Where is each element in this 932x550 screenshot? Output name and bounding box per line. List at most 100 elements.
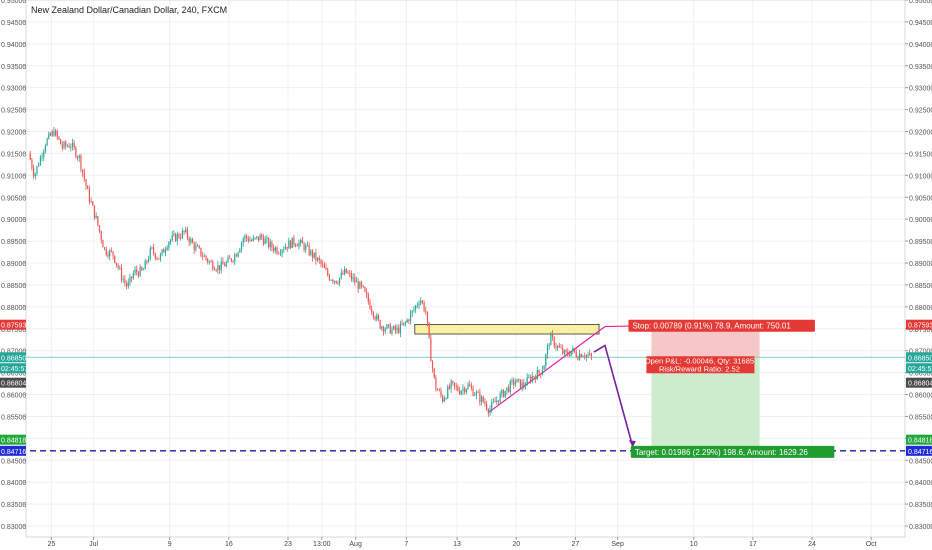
- candle-body: [443, 398, 445, 402]
- candle-body: [585, 354, 587, 358]
- candle-body: [295, 244, 297, 246]
- candle-body: [267, 238, 270, 248]
- candle-body: [181, 230, 183, 238]
- drawings[interactable]: [0, 323, 905, 452]
- candle-body: [430, 338, 432, 362]
- y-tick-label-left: 0.86000: [1, 393, 26, 400]
- candle-body: [46, 138, 48, 146]
- candle-body: [523, 382, 525, 387]
- x-tick-label: 20: [512, 541, 520, 548]
- candle-body: [102, 240, 104, 248]
- candle-body: [374, 316, 376, 320]
- price-tag-left-bg: [0, 445, 26, 456]
- candle-body: [39, 157, 41, 166]
- candle-body: [212, 261, 214, 270]
- candle-body: [112, 251, 114, 256]
- candle-body: [577, 356, 579, 360]
- candle-body: [288, 240, 290, 249]
- candle-body: [159, 254, 161, 260]
- candle-body: [115, 262, 118, 265]
- candle-body: [332, 279, 334, 282]
- candle-body: [158, 258, 160, 260]
- candle-body: [110, 250, 112, 252]
- price-tag-left-bg: [0, 434, 26, 445]
- candle-body: [131, 276, 133, 279]
- candle-body: [178, 234, 180, 238]
- candle-body: [347, 272, 349, 274]
- candle-body: [261, 234, 263, 238]
- candles: [29, 127, 593, 417]
- candle-body: [146, 260, 148, 262]
- candle-body: [171, 235, 173, 240]
- candle-body: [229, 257, 231, 259]
- candle-body: [572, 348, 574, 352]
- candle-body: [259, 234, 261, 241]
- candle-body: [484, 401, 486, 405]
- candle-body: [301, 239, 303, 244]
- candle-body: [75, 147, 77, 158]
- y-tick-label-left: 0.91000: [1, 173, 26, 180]
- candle-body: [122, 279, 124, 281]
- price-tag-left-bg: [0, 377, 26, 388]
- candle-body: [357, 281, 359, 289]
- candle-body: [354, 277, 356, 283]
- candle-body: [207, 258, 209, 263]
- candle-body: [44, 145, 47, 152]
- candle-body: [87, 186, 89, 190]
- candle-body: [428, 322, 430, 339]
- candle-body: [479, 392, 481, 402]
- x-tick-label: 13: [453, 541, 461, 548]
- y-tick-label-right: 0.94000: [909, 42, 932, 49]
- candle-body: [386, 324, 388, 329]
- candle-body: [264, 239, 266, 245]
- candle-body: [125, 282, 128, 287]
- candle-body: [107, 254, 109, 257]
- y-tick-label-left: 0.89500: [1, 239, 26, 246]
- candle-body: [514, 382, 516, 385]
- y-tick-label-left: 0.83500: [1, 502, 26, 509]
- candle-body: [305, 245, 307, 250]
- candle-body: [340, 272, 342, 278]
- candle-body: [286, 246, 288, 249]
- candle-body: [279, 253, 281, 255]
- candle-body: [320, 260, 322, 264]
- candle-body: [508, 387, 510, 392]
- candle-body: [391, 329, 393, 334]
- candle-body: [533, 376, 535, 377]
- candle-body: [330, 279, 332, 281]
- candle-body: [396, 327, 398, 331]
- candle-body: [431, 361, 434, 369]
- candle-body: [202, 255, 204, 257]
- candle-body: [220, 261, 222, 271]
- candle-body: [208, 261, 210, 263]
- y-tick-label-right: 0.85500: [909, 414, 932, 421]
- price-tag-right-bg: [906, 434, 932, 445]
- x-tick-label: Oct: [866, 541, 877, 548]
- candle-body: [151, 247, 153, 249]
- candle-body: [80, 155, 82, 170]
- candle-body: [474, 395, 476, 396]
- candle-body: [511, 380, 513, 382]
- y-tick-label-left: 0.84500: [1, 458, 26, 465]
- candle-body: [413, 309, 415, 311]
- candle-body: [362, 285, 364, 288]
- candle-body: [183, 230, 185, 232]
- price-tag-left: 0.86804: [1, 381, 26, 388]
- candle-body: [315, 252, 317, 261]
- candle-body: [163, 249, 165, 253]
- candle-body: [254, 237, 256, 239]
- candle-body: [276, 247, 278, 254]
- y-tick-label-right: 0.90000: [909, 217, 932, 224]
- projection-arrow-head: [628, 440, 636, 448]
- candle-body: [83, 172, 85, 180]
- candle-body: [225, 262, 227, 267]
- candle-body: [153, 247, 155, 254]
- candle-body: [235, 254, 238, 257]
- candle-body: [252, 237, 254, 241]
- projection-path: [593, 344, 634, 448]
- candle-body: [156, 258, 158, 260]
- y-tick-label-right: 0.91500: [909, 151, 932, 158]
- candle-body: [408, 319, 410, 322]
